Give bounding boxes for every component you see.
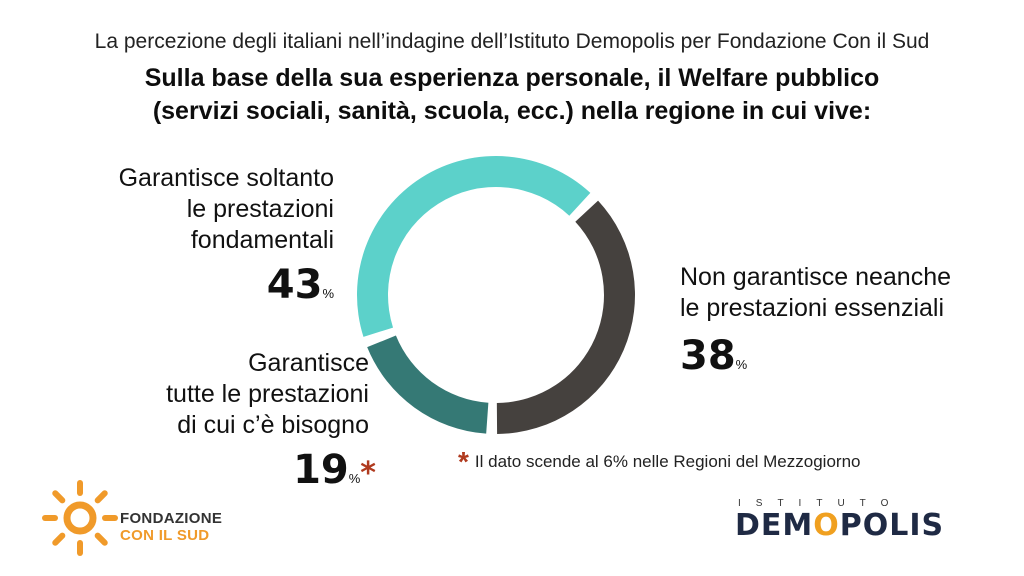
asterisk: *	[360, 456, 376, 491]
label-line: di cui c’è bisogno	[177, 411, 369, 439]
slice-label-tutte: Garantisce tutte le prestazioni di cui c…	[49, 348, 369, 441]
label-line: le prestazioni	[186, 195, 334, 223]
data-label-essenziali: 38%	[680, 333, 747, 388]
demopolis-logo: DEMOPOLIS	[735, 508, 944, 543]
unit: %	[348, 471, 361, 486]
asterisk: *	[458, 446, 469, 477]
value: 43	[266, 262, 323, 308]
label-line: Non garantisce neanche	[680, 263, 952, 291]
footnote: * Il dato scende al 6% nelle Regioni del …	[458, 446, 860, 478]
chart-title: Sulla base della sua esperienza personal…	[0, 62, 1024, 128]
donut-slice-essenziali	[496, 200, 635, 434]
logo-line-2: CON IL SUD	[120, 527, 210, 544]
logo-part: POLIS	[839, 508, 945, 543]
label-line: tutte le prestazioni	[166, 380, 369, 408]
slice-label-essenziali: Non garantisce neanche le prestazioni es…	[680, 262, 1020, 324]
istituto-label: ISTITUTO	[738, 498, 904, 509]
donut-slice-tutte	[367, 335, 489, 434]
logo-o: O	[813, 508, 840, 543]
fondazione-con-il-sud-logo: FONDAZIONE CON IL SUD	[120, 510, 222, 544]
label-line: Garantisce soltanto	[118, 164, 334, 192]
chart-subtitle: La percezione degli italiani nell’indagi…	[94, 30, 930, 53]
unit: %	[322, 286, 334, 301]
value: 38	[680, 333, 736, 379]
slice-label-fondamentali: Garantisce soltanto le prestazioni fonda…	[14, 163, 334, 256]
sun-logo-icon	[42, 480, 118, 556]
title-line-1: Sulla base della sua esperienza personal…	[144, 64, 880, 92]
label-line: Garantisce	[248, 349, 369, 377]
donut-chart	[357, 156, 635, 434]
label-line: le prestazioni essenziali	[680, 294, 945, 322]
title-line-2: (servizi sociali, sanità, scuola, ecc.) …	[152, 97, 872, 125]
unit: %	[735, 357, 748, 372]
value: 19	[293, 447, 349, 493]
data-label-fondamentali: 43%	[267, 262, 334, 317]
label-line: fondamentali	[190, 226, 334, 254]
logo-part: DEM	[735, 508, 814, 543]
footnote-text: Il dato scende al 6% nelle Regioni del M…	[474, 452, 861, 471]
donut-slice-fondamentali	[357, 156, 591, 337]
data-label-tutte: 19%*	[293, 447, 376, 502]
logo-line-1: FONDAZIONE	[120, 510, 223, 527]
